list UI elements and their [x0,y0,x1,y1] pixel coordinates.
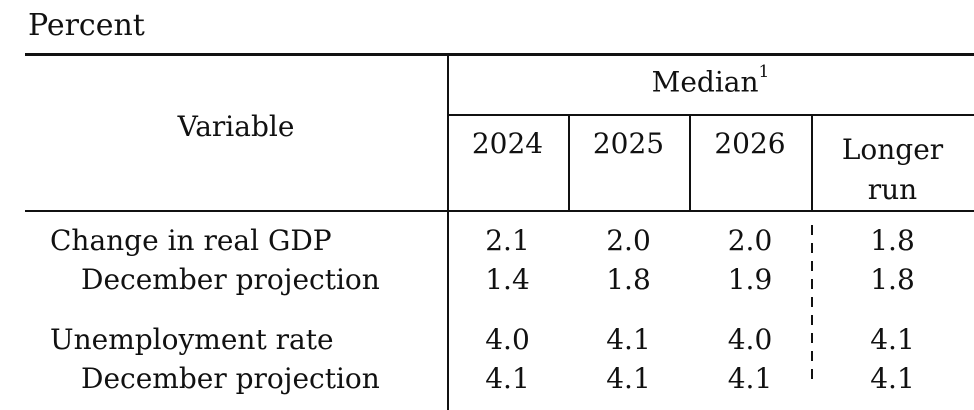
projections-table: Variable Median1 2024 2025 2026 Longer r… [25,53,974,410]
longer-run-line1: Longer [841,133,944,166]
table-cell: 1.9 [727,263,773,296]
median-footnote-marker: 1 [758,62,770,82]
column-divider [689,116,691,210]
year-header-2025: 2025 [592,127,665,160]
table-cell: 4.1 [606,323,651,356]
median-header: Median1 [447,64,974,99]
median-label: Median [651,65,759,99]
table-cell: 2.1 [485,224,530,257]
table-cell: 1.4 [485,263,530,296]
table-cell: 2.0 [727,224,773,257]
table-cell: 4.0 [727,323,773,356]
row-label-gdp-december-projection: December projection [81,263,380,296]
label-column-divider [447,56,449,410]
year-header-2026: 2026 [714,127,786,160]
median-rule [447,114,974,116]
table-cell: 4.1 [727,362,773,395]
table-cell: 4.0 [485,323,530,356]
table-cell: 4.1 [606,362,651,395]
row-label-unemployment-december-projection: December projection [81,362,380,395]
column-divider [811,116,813,210]
row-label-unemployment: Unemployment rate [50,323,334,356]
row-label-gdp: Change in real GDP [50,224,332,257]
table-cell: 1.8 [870,263,915,296]
table-cell: 4.1 [870,362,915,395]
table-cell: 2.0 [606,224,651,257]
table-caption: Percent [28,8,145,43]
column-divider [568,116,570,210]
table-cell: 1.8 [606,263,651,296]
header-bottom-rule [25,210,974,212]
table-cell: 4.1 [870,323,915,356]
longer-run-header: Longer run [811,130,974,210]
longer-run-dashed-divider [811,225,813,385]
variable-header: Variable [177,110,295,143]
year-header-2024: 2024 [471,127,544,160]
table-top-rule [25,53,974,56]
longer-run-line2: run [867,173,918,206]
table-cell: 4.1 [485,362,530,395]
table-cell: 1.8 [870,224,915,257]
